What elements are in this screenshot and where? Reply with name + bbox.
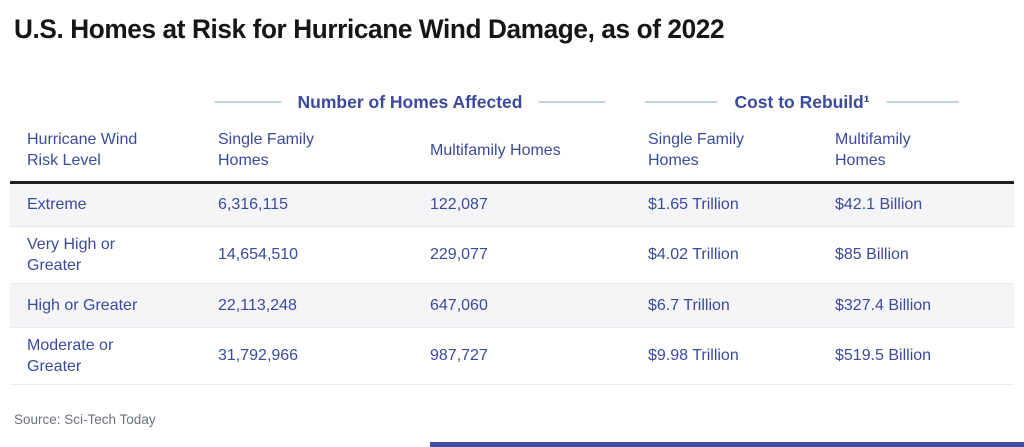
hurricane-risk-table: Hurricane Wind Risk Level Single Family …: [10, 120, 1014, 385]
column-header-multifamily-cost: Multifamily Homes: [818, 120, 1014, 184]
table-cell: $6.7 Trillion: [631, 283, 818, 328]
decorative-line-left: [215, 101, 281, 103]
column-header-single-family-cost: Single Family Homes: [631, 120, 818, 184]
table-body: Extreme 6,316,115 122,087 $1.65 Trillion…: [10, 182, 1014, 385]
column-group-label: Cost to Rebuild¹: [734, 91, 870, 112]
table-cell: $9.98 Trillion: [631, 327, 818, 385]
table-row-moderate-or-greater: Moderate or Greater 31,792,966 987,727 $…: [10, 327, 1014, 385]
table-cell: $327.4 Billion: [818, 283, 1014, 328]
table-cell: $1.65 Trillion: [631, 182, 818, 227]
table-cell: 122,087: [413, 182, 631, 227]
row-label: Moderate or Greater: [10, 327, 201, 385]
column-group-label: Number of Homes Affected: [297, 91, 523, 112]
table-cell: 647,060: [413, 283, 631, 328]
row-label: High or Greater: [10, 283, 201, 328]
table-cell: 14,654,510: [201, 226, 413, 284]
table-row-very-high-or-greater: Very High or Greater 14,654,510 229,077 …: [10, 226, 1014, 284]
table-cell: 31,792,966: [201, 327, 413, 385]
header-row: Hurricane Wind Risk Level Single Family …: [10, 120, 1014, 184]
row-label: Very High or Greater: [10, 226, 201, 284]
table-cell: $85 Billion: [818, 226, 1014, 284]
table-row-extreme: Extreme 6,316,115 122,087 $1.65 Trillion…: [10, 182, 1014, 227]
column-header-multifamily-count: Multifamily Homes: [413, 120, 631, 184]
page-title: U.S. Homes at Risk for Hurricane Wind Da…: [14, 14, 725, 44]
table-cell: 229,077: [413, 226, 631, 284]
row-label: Extreme: [10, 182, 201, 227]
column-header-risk-level: Hurricane Wind Risk Level: [10, 120, 201, 184]
table-cell: $519.5 Billion: [818, 327, 1014, 385]
table-header: Hurricane Wind Risk Level Single Family …: [10, 120, 1014, 184]
decorative-line-left: [645, 101, 718, 103]
footer-accent-bar: [430, 442, 1024, 447]
source-attribution: Source: Sci-Tech Today: [14, 412, 156, 427]
table-cell: 22,113,248: [201, 283, 413, 328]
column-group-band: Number of Homes Affected Cost to Rebuild…: [0, 88, 1024, 116]
column-group-cost-to-rebuild: Cost to Rebuild¹: [645, 88, 959, 116]
table-cell: $42.1 Billion: [818, 182, 1014, 227]
table-cell: $4.02 Trillion: [631, 226, 818, 284]
column-group-homes-affected: Number of Homes Affected: [215, 88, 605, 116]
table-cell: 6,316,115: [201, 182, 413, 227]
table-row-high-or-greater: High or Greater 22,113,248 647,060 $6.7 …: [10, 283, 1014, 328]
column-header-single-family-count: Single Family Homes: [201, 120, 413, 184]
decorative-line-right: [886, 101, 959, 103]
table-cell: 987,727: [413, 327, 631, 385]
decorative-line-right: [539, 101, 605, 103]
